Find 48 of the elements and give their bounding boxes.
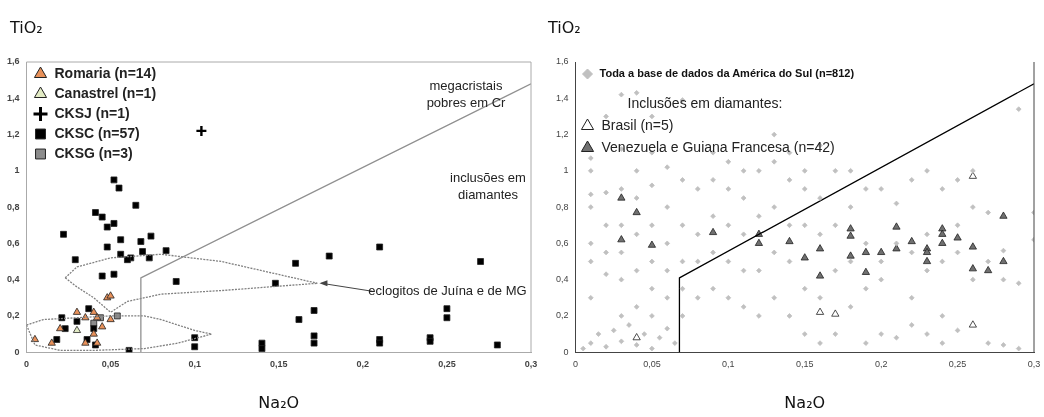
x-tick-label: 0,1 bbox=[188, 359, 201, 370]
y-tick-label: 0,2 bbox=[7, 310, 20, 321]
x-tick-label: 0,15 bbox=[269, 359, 288, 370]
legend-title: Inclusões em diamantes: bbox=[627, 94, 783, 111]
y-tick-label: 1,6 bbox=[7, 56, 20, 67]
annotation: megacristais pobres em Cr bbox=[426, 78, 507, 110]
y-tick-label: 0,4 bbox=[7, 274, 20, 285]
legend-label: Canastrel (n=1) bbox=[54, 84, 157, 101]
y-axis-title: TiO₂ bbox=[9, 18, 43, 37]
annotation: eclogitos de Juína e de MG bbox=[368, 283, 527, 299]
x-tick-label: 0,05 bbox=[643, 359, 661, 370]
x-tick-label: 0,2 bbox=[874, 359, 888, 370]
legend-label: Romaria (n=14) bbox=[54, 64, 157, 81]
x-tick-label: 0 bbox=[24, 359, 30, 370]
x-axis-title: Na₂O bbox=[784, 393, 826, 412]
y-tick-label: 0 bbox=[563, 346, 569, 357]
annotation: inclusões em diamantes bbox=[450, 170, 526, 202]
x-axis-title: Na₂O bbox=[258, 393, 300, 412]
x-tick-label: 0,15 bbox=[795, 359, 814, 370]
y-tick-label: 1,2 bbox=[7, 129, 20, 140]
x-tick-label: 0,1 bbox=[722, 359, 735, 370]
legend-label: CKSG (n=3) bbox=[54, 144, 133, 161]
y-tick-label: 0,6 bbox=[556, 237, 569, 248]
x-tick-label: 0,25 bbox=[438, 359, 456, 370]
legend-label: CKSC (n=57) bbox=[54, 124, 140, 141]
legend-label: CKSJ (n=1) bbox=[54, 104, 130, 121]
y-tick-label: 0,8 bbox=[556, 201, 569, 212]
x-tick-label: 0,3 bbox=[1027, 359, 1041, 370]
y-tick-label: 0,2 bbox=[556, 310, 569, 321]
legend-label: Toda a base de dados da América do Sul (n=812) bbox=[599, 67, 855, 80]
y-tick-label: 1,6 bbox=[556, 56, 569, 67]
y-tick-label: 0,4 bbox=[556, 274, 569, 285]
legend-label: Brasil (n=5) bbox=[601, 116, 674, 133]
y-tick-label: 0,6 bbox=[7, 237, 20, 248]
y-tick-label: 0 bbox=[14, 346, 20, 357]
y-tick-label: 0,8 bbox=[7, 201, 20, 212]
y-tick-label: 1,4 bbox=[556, 92, 569, 103]
y-tick-label: 1,2 bbox=[556, 129, 569, 140]
x-tick-label: 0 bbox=[573, 359, 579, 370]
y-tick-label: 1,4 bbox=[7, 92, 20, 103]
y-tick-label: 1 bbox=[563, 165, 569, 176]
legend-label: Venezuela e Guiana Francesa (n=42) bbox=[601, 138, 835, 155]
y-tick-label: 1 bbox=[14, 165, 20, 176]
x-tick-label: 0,2 bbox=[356, 359, 370, 370]
x-tick-label: 0,3 bbox=[524, 359, 538, 370]
x-tick-label: 0,05 bbox=[101, 359, 120, 370]
x-tick-label: 0,25 bbox=[948, 359, 967, 370]
y-axis-title: TiO₂ bbox=[547, 18, 581, 37]
